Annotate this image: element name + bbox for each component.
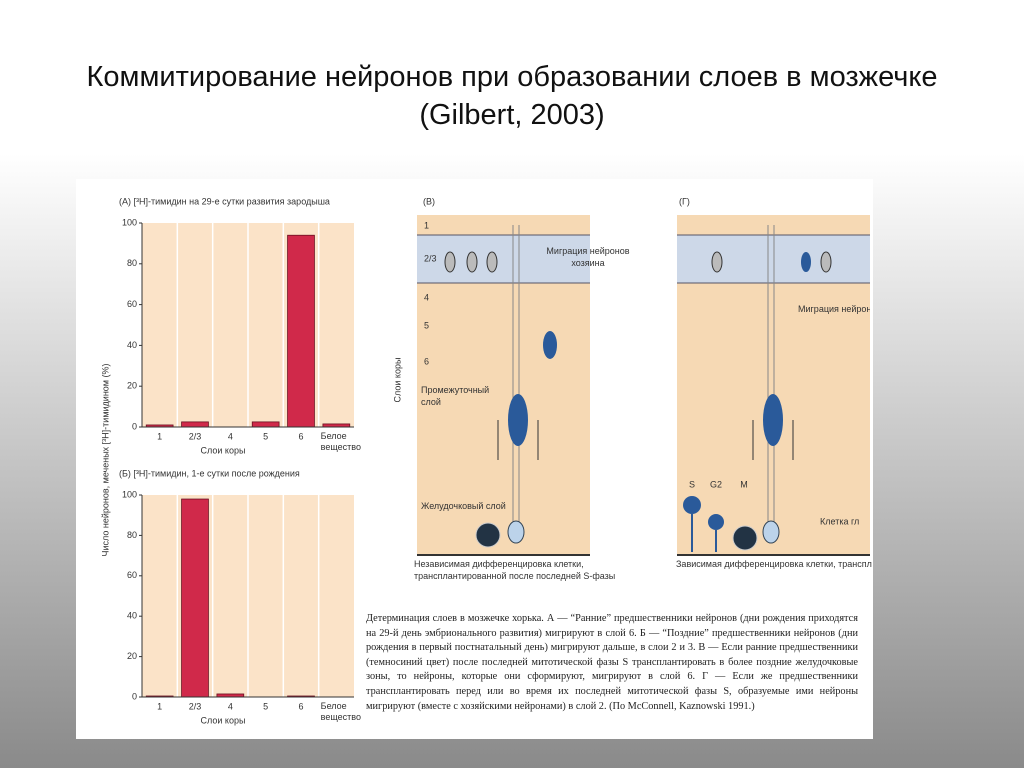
phase-label: G2 — [710, 479, 722, 489]
y-tick-label: 100 — [122, 489, 137, 499]
x-tick-label: 5 — [263, 431, 268, 441]
layer-label: 5 — [424, 320, 429, 330]
y-tick-label: 0 — [132, 691, 137, 701]
x-tick-label: Белое вещество — [321, 431, 361, 452]
axis-label: Слои коры — [392, 358, 402, 403]
y-tick-label: 60 — [127, 570, 137, 580]
y-tick-label: 80 — [127, 530, 137, 540]
panel-v: (В) 1 2/3 4 5 6 Промежуточный слой Желуд… — [392, 196, 630, 581]
annotation: Миграция нейронов хоз — [798, 304, 870, 314]
x-tick-label: 4 — [228, 701, 233, 711]
x-tick-label: 6 — [298, 431, 303, 441]
panel-caption: Зависимая дифференцировка клетки, трансп… — [676, 559, 872, 569]
layer-label: 6 — [424, 356, 429, 366]
x-tick-label: 6 — [298, 701, 303, 711]
bar — [181, 421, 209, 428]
phase-label: M — [740, 479, 748, 489]
x-tick-label: Белое вещество — [321, 701, 361, 722]
panel-caption: Независимая дифференцировка клетки, тран… — [414, 559, 616, 581]
chart-title: (Б) [³H]-тимидин, 1-е сутки после рожден… — [119, 468, 300, 478]
layer-label: 4 — [424, 292, 429, 302]
slide-title: Коммитирование нейронов при образовании … — [86, 61, 938, 131]
x-axis-label: Слои коры — [201, 445, 246, 455]
panel-label: (В) — [423, 196, 435, 206]
y-tick-label: 80 — [127, 258, 137, 268]
phase-label: S — [689, 479, 695, 489]
annotation: Миграция нейронов хозяина — [546, 246, 630, 268]
y-tick-label: 20 — [127, 651, 137, 661]
y-axis-label: Число нейронов, меченых [³H]-тимидином (… — [100, 364, 110, 557]
x-tick-label: 1 — [157, 431, 162, 441]
bar — [181, 498, 209, 698]
layer-label: Промежуточный слой — [421, 385, 490, 407]
figure-caption: Детерминация слоев в мозжечке хорька. А … — [366, 613, 858, 712]
x-tick-label: 2/3 — [189, 431, 202, 441]
panel-g: (Г) S G2 M Миграция нейронов хоз Клетка … — [676, 196, 872, 569]
x-tick-label: 5 — [263, 701, 268, 711]
panel-label: (Г) — [679, 196, 690, 206]
y-tick-label: 100 — [122, 217, 137, 227]
y-tick-label: 0 — [132, 421, 137, 431]
layer-label: 1 — [424, 220, 429, 230]
y-tick-label: 60 — [127, 299, 137, 309]
layer-label: Желудочковый слой — [421, 501, 506, 511]
chart-title: (А) [³H]-тимидин на 29-е сутки развития … — [119, 196, 330, 206]
y-tick-label: 20 — [127, 381, 137, 391]
annotation: Клетка гл — [820, 516, 859, 526]
layer-label: 2/3 — [424, 253, 437, 263]
x-tick-label: 4 — [228, 431, 233, 441]
y-tick-label: 40 — [127, 611, 137, 621]
x-tick-label: 1 — [157, 701, 162, 711]
x-tick-label: 2/3 — [189, 701, 202, 711]
y-tick-label: 40 — [127, 340, 137, 350]
x-axis-label: Слои коры — [201, 715, 246, 725]
bar — [287, 234, 315, 428]
bar — [251, 421, 280, 428]
